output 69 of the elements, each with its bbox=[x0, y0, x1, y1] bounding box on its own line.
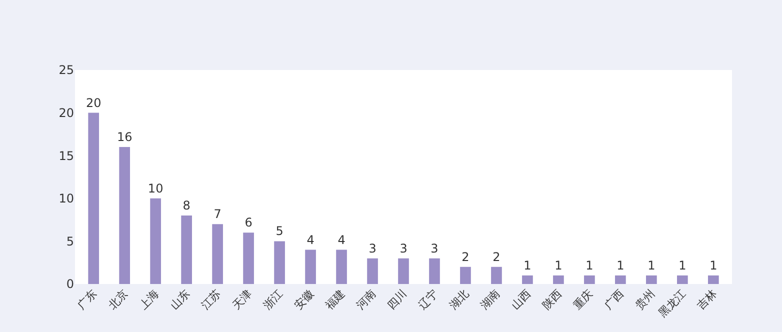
x-tick-label: 山东 bbox=[168, 287, 193, 312]
x-tick-label: 福建 bbox=[322, 287, 348, 312]
bar bbox=[708, 275, 719, 284]
bar bbox=[615, 275, 626, 284]
bar bbox=[336, 250, 347, 284]
x-tick-label: 河南 bbox=[354, 287, 379, 312]
data-label: 2 bbox=[492, 250, 500, 264]
x-tick-label: 江苏 bbox=[198, 287, 224, 312]
bar bbox=[88, 112, 100, 284]
bar bbox=[553, 275, 564, 284]
x-tick-label: 天津 bbox=[230, 287, 255, 312]
bar bbox=[243, 232, 254, 284]
bar bbox=[398, 258, 409, 284]
bar bbox=[181, 216, 192, 284]
bar bbox=[460, 266, 471, 284]
data-label: 8 bbox=[182, 198, 190, 213]
data-label: 1 bbox=[616, 258, 624, 272]
x-tick-label: 黑龙江 bbox=[656, 287, 688, 320]
bar bbox=[676, 275, 688, 284]
data-label: 1 bbox=[554, 258, 562, 272]
x-tick-label: 山西 bbox=[508, 287, 534, 312]
x-tick-label: 四川 bbox=[384, 287, 410, 312]
data-label: 1 bbox=[678, 258, 686, 272]
bar bbox=[584, 275, 595, 284]
x-tick-label: 广西 bbox=[602, 287, 626, 312]
data-label: 1 bbox=[524, 258, 532, 272]
data-label: 16 bbox=[116, 130, 132, 144]
bar bbox=[429, 258, 440, 284]
bar bbox=[150, 198, 161, 284]
y-tick-label: 20 bbox=[58, 106, 74, 120]
bar bbox=[274, 241, 285, 284]
x-tick-label: 湖南 bbox=[478, 287, 502, 312]
y-tick-label: 10 bbox=[58, 192, 74, 206]
x-tick-label: 安徽 bbox=[292, 287, 317, 312]
bar bbox=[491, 266, 502, 284]
x-tick-label: 贵州 bbox=[632, 287, 658, 312]
bar bbox=[646, 275, 657, 284]
data-label: 4 bbox=[306, 232, 314, 247]
data-label: 4 bbox=[338, 232, 346, 247]
x-tick-label: 辽宁 bbox=[416, 287, 440, 312]
x-tick-label: 广东 bbox=[74, 287, 100, 312]
x-tick-label: 吉林 bbox=[694, 287, 720, 312]
data-label: 7 bbox=[214, 207, 222, 222]
bar bbox=[212, 224, 223, 284]
x-tick-label: 北京 bbox=[106, 287, 131, 312]
bar bbox=[367, 258, 378, 284]
y-tick-label: 5 bbox=[66, 234, 74, 248]
y-tick-label: 15 bbox=[58, 148, 74, 163]
bar bbox=[119, 147, 130, 284]
x-tick-label: 湖北 bbox=[446, 287, 472, 312]
data-label: 3 bbox=[400, 241, 408, 256]
data-label: 3 bbox=[430, 241, 438, 256]
x-tick-label: 浙江 bbox=[260, 287, 286, 312]
data-label: 10 bbox=[148, 181, 164, 196]
x-tick-label: 重庆 bbox=[570, 287, 596, 312]
data-label: 2 bbox=[462, 250, 470, 264]
x-tick-label: 上海 bbox=[136, 287, 162, 312]
data-label: 20 bbox=[86, 96, 102, 110]
bar bbox=[305, 250, 316, 284]
data-label: 1 bbox=[586, 258, 594, 272]
data-label: 3 bbox=[368, 241, 376, 256]
x-tick-label: 陕西 bbox=[540, 287, 564, 312]
data-label: 1 bbox=[710, 258, 718, 272]
data-label: 5 bbox=[276, 224, 284, 238]
y-tick-label: 0 bbox=[66, 277, 74, 292]
y-tick-label: 25 bbox=[58, 63, 74, 78]
bar bbox=[522, 275, 533, 284]
data-label: 1 bbox=[648, 258, 656, 272]
data-label: 6 bbox=[244, 216, 252, 230]
